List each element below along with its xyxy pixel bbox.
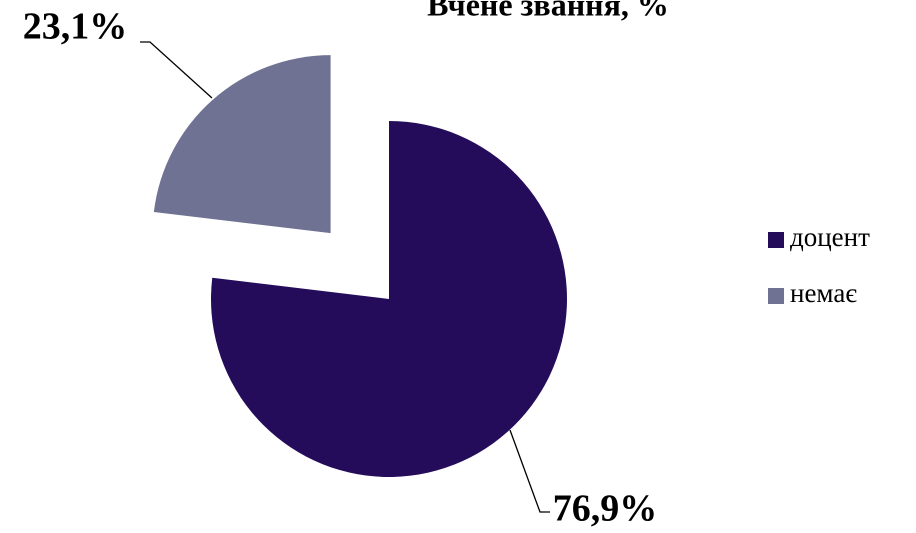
- value-label: 76,9%: [553, 488, 658, 530]
- legend-swatch: [768, 232, 784, 248]
- chart-title: Вчене звання, %: [427, 0, 669, 22]
- legend-label: доцент: [790, 222, 870, 252]
- pie-slice: [153, 55, 331, 234]
- value-label: 23,1%: [23, 6, 128, 48]
- leader-line: [509, 429, 550, 513]
- pie-slice: [211, 121, 568, 478]
- leader-line: [140, 41, 213, 99]
- legend-label: немає: [790, 278, 857, 308]
- legend-swatch: [768, 288, 784, 304]
